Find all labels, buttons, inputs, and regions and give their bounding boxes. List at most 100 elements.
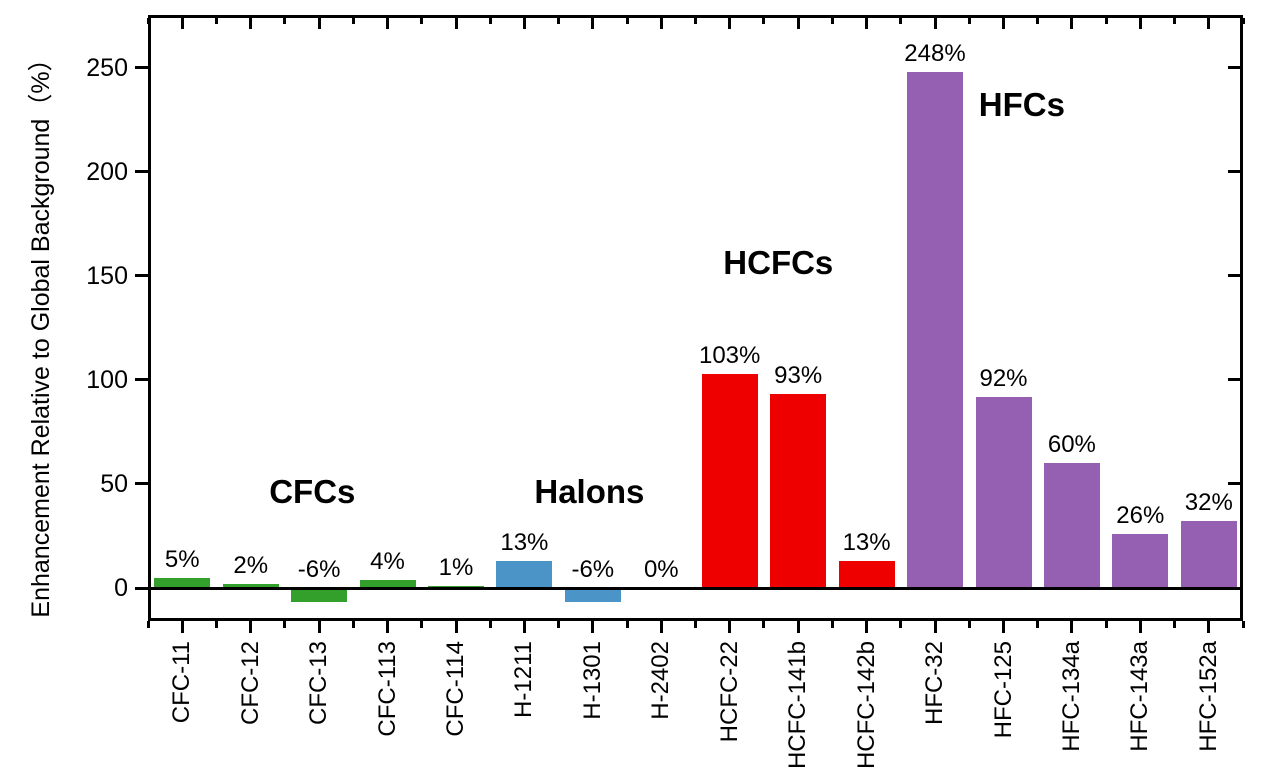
y-axis-right-major-tick (1228, 66, 1240, 69)
bar-H-1211 (496, 560, 553, 588)
bar-CFC-13 (291, 590, 348, 602)
x-tick-label: HFC-152a (1194, 641, 1222, 752)
y-axis-major-tick (135, 66, 148, 69)
x-axis-top-minor-tick (625, 18, 629, 24)
bar-value-label: 32% (1184, 489, 1233, 517)
x-axis-top-major-tick (522, 18, 526, 29)
x-tick-label: H-1301 (578, 641, 606, 720)
x-axis-minor-tick (146, 621, 150, 628)
bar-CFC-12 (222, 583, 279, 588)
bar-value-label: 1% (438, 553, 474, 581)
x-axis-top-major-tick (591, 18, 595, 29)
x-axis-minor-tick (1241, 621, 1245, 628)
x-axis-top-minor-tick (146, 18, 150, 24)
y-tick-label: 150 (86, 261, 128, 290)
y-axis-right-major-tick (1228, 586, 1240, 590)
y-tick-label: 0 (114, 574, 128, 602)
x-axis-minor-tick (694, 621, 697, 628)
bar-value-label: 92% (979, 364, 1028, 392)
x-tick-label: CFC-113 (373, 641, 401, 737)
x-axis-top-minor-tick (283, 18, 287, 24)
x-axis-minor-tick (488, 621, 492, 628)
bar-value-label: 26% (1116, 501, 1165, 529)
x-axis-minor-tick (1104, 621, 1108, 628)
bar-CFC-11 (154, 577, 211, 588)
x-tick-label: HCFC-142b (852, 641, 880, 770)
y-axis-major-tick (135, 274, 148, 278)
x-axis-major-tick (1002, 621, 1005, 633)
x-axis-top-major-tick (1138, 18, 1142, 29)
x-axis-top-major-tick (454, 18, 458, 29)
y-tick-label: 250 (86, 53, 128, 82)
bar-value-label: 5% (164, 545, 200, 573)
x-axis-major-tick (933, 621, 937, 633)
group-label-halons: Halons (534, 473, 645, 511)
x-axis-top-minor-tick (899, 18, 903, 24)
group-label-cfcs: CFCs (269, 473, 356, 511)
bar-value-label: -6% (571, 556, 615, 583)
bar-value-label: 2% (233, 551, 269, 579)
bar-HFC-134a (1043, 463, 1100, 589)
bar-HCFC-142b (838, 560, 895, 588)
x-tick-label: HCFC-141b (784, 641, 812, 770)
x-axis-top-major-tick (180, 18, 184, 29)
bar-HCFC-141b (770, 394, 827, 589)
x-axis-major-tick (1138, 621, 1142, 633)
x-tick-label: CFC-11 (168, 641, 196, 724)
x-tick-label: CFC-114 (442, 641, 469, 737)
x-axis-top-minor-tick (1241, 18, 1245, 24)
x-axis-top-major-tick (1207, 18, 1211, 29)
x-axis-top-major-tick (865, 18, 869, 29)
zero-line (151, 587, 1240, 590)
x-axis-top-major-tick (796, 18, 800, 29)
x-axis-top-major-tick (728, 18, 732, 29)
x-axis-top-minor-tick (1104, 18, 1108, 24)
bar-HFC-143a (1112, 533, 1169, 588)
x-axis-minor-tick (214, 621, 218, 628)
x-tick-label: CFC-12 (236, 641, 264, 726)
y-tick-label: 200 (86, 157, 128, 186)
y-axis-major-tick (135, 378, 148, 382)
bar-value-label: 103% (698, 341, 761, 369)
x-axis-major-tick (180, 621, 184, 633)
bar-value-label: 60% (1047, 431, 1096, 459)
x-axis-minor-tick (351, 621, 355, 628)
x-axis-major-tick (1070, 621, 1074, 633)
y-axis-major-tick (135, 482, 148, 486)
bar-value-label: 248% (904, 39, 966, 67)
bar-HFC-152a (1180, 521, 1237, 589)
x-axis-top-minor-tick (1173, 18, 1177, 24)
x-axis-top-minor-tick (214, 18, 218, 24)
x-axis-major-tick (249, 621, 253, 633)
x-axis-top-minor-tick (557, 18, 561, 24)
x-axis-top-minor-tick (830, 18, 834, 24)
bar-H-1301 (564, 590, 621, 602)
x-axis-minor-tick (830, 621, 834, 628)
x-axis-top-minor-tick (967, 18, 971, 24)
x-axis-minor-tick (967, 621, 971, 628)
x-tick-label: HCFC-22 (715, 641, 743, 743)
x-axis-top-major-tick (1070, 18, 1074, 29)
x-axis-minor-tick (1036, 621, 1040, 628)
y-axis-right-major-tick (1228, 170, 1240, 174)
x-tick-label: HFC-32 (921, 641, 948, 726)
bar-value-label: -6% (297, 556, 341, 583)
bar-CFC-113 (359, 579, 416, 588)
x-axis-major-tick (317, 621, 321, 633)
bar-value-label: 93% (774, 362, 823, 390)
x-axis-minor-tick (625, 621, 629, 628)
x-axis-top-minor-tick (420, 18, 424, 24)
x-axis-top-minor-tick (488, 18, 492, 24)
x-tick-label: CFC-13 (305, 641, 333, 726)
x-tick-label: H-2402 (647, 641, 675, 720)
x-tick-label: HFC-134a (1057, 641, 1085, 752)
y-axis-major-tick (135, 586, 148, 590)
x-axis-top-major-tick (933, 18, 937, 29)
group-label-hfcs: HFCs (978, 86, 1065, 123)
x-axis-top-major-tick (317, 18, 321, 29)
x-axis-top-major-tick (1002, 18, 1005, 29)
x-axis-top-minor-tick (1036, 18, 1040, 24)
y-axis-right-major-tick (1228, 482, 1240, 486)
x-axis-top-minor-tick (694, 18, 697, 24)
